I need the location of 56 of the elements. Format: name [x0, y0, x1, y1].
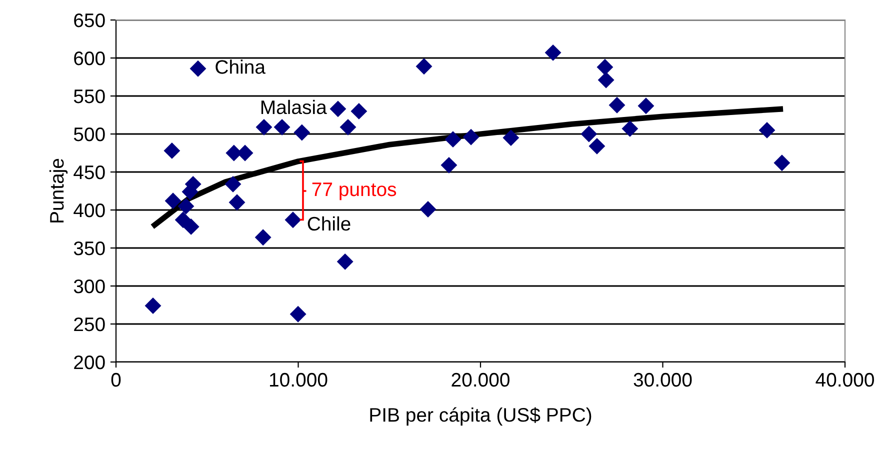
point	[580, 126, 598, 142]
point	[588, 138, 606, 154]
point	[420, 201, 436, 218]
annotation: Malasia	[261, 100, 327, 114]
point	[596, 58, 614, 76]
annotation: China	[216, 60, 266, 74]
x-tick-label: 20.000	[452, 372, 510, 387]
point	[462, 128, 480, 146]
y-tick-label: 350	[74, 241, 105, 256]
point	[290, 306, 306, 322]
y-tick-label: 550	[74, 89, 105, 104]
y-tick-label: 500	[74, 127, 105, 142]
x-tick-label: 10.000	[270, 372, 328, 387]
point	[294, 124, 310, 141]
point	[330, 100, 346, 118]
y-axis-title: Puntaje	[49, 158, 68, 222]
point	[164, 142, 180, 159]
point	[256, 118, 272, 136]
point	[254, 229, 272, 246]
x-tick-label: 0	[111, 372, 121, 387]
x-tick-label: 40.000	[816, 372, 874, 387]
point	[182, 218, 200, 235]
y-tick-label: 450	[74, 165, 105, 180]
x-tick-label: 30.000	[634, 372, 692, 387]
point	[608, 96, 626, 114]
y-tick-label: 300	[74, 279, 105, 294]
y-tick-label: 650	[74, 13, 105, 28]
point	[190, 60, 206, 77]
point	[444, 131, 462, 148]
point	[340, 118, 356, 136]
annotation: Chile	[308, 216, 350, 231]
point	[164, 192, 182, 210]
y-tick-label: 200	[74, 355, 105, 370]
point	[336, 253, 354, 270]
x-axis-title: PIB per cápita (US$ PPC)	[370, 407, 592, 426]
point	[178, 198, 194, 214]
point	[440, 156, 458, 174]
point	[284, 212, 302, 228]
y-tick-label: 600	[74, 51, 105, 66]
point	[350, 102, 368, 120]
point	[416, 58, 432, 75]
y-tick-label: 250	[74, 317, 105, 332]
point	[598, 72, 614, 88]
point	[224, 176, 242, 192]
point	[758, 122, 776, 138]
point	[638, 98, 654, 114]
point	[502, 130, 520, 146]
point	[144, 298, 162, 314]
point	[274, 118, 290, 136]
point	[774, 154, 790, 172]
annotation: 77 puntos	[312, 182, 396, 200]
point	[544, 44, 562, 61]
point	[622, 120, 638, 137]
point	[228, 194, 246, 211]
point	[174, 212, 192, 228]
y-tick-label: 400	[74, 203, 105, 218]
